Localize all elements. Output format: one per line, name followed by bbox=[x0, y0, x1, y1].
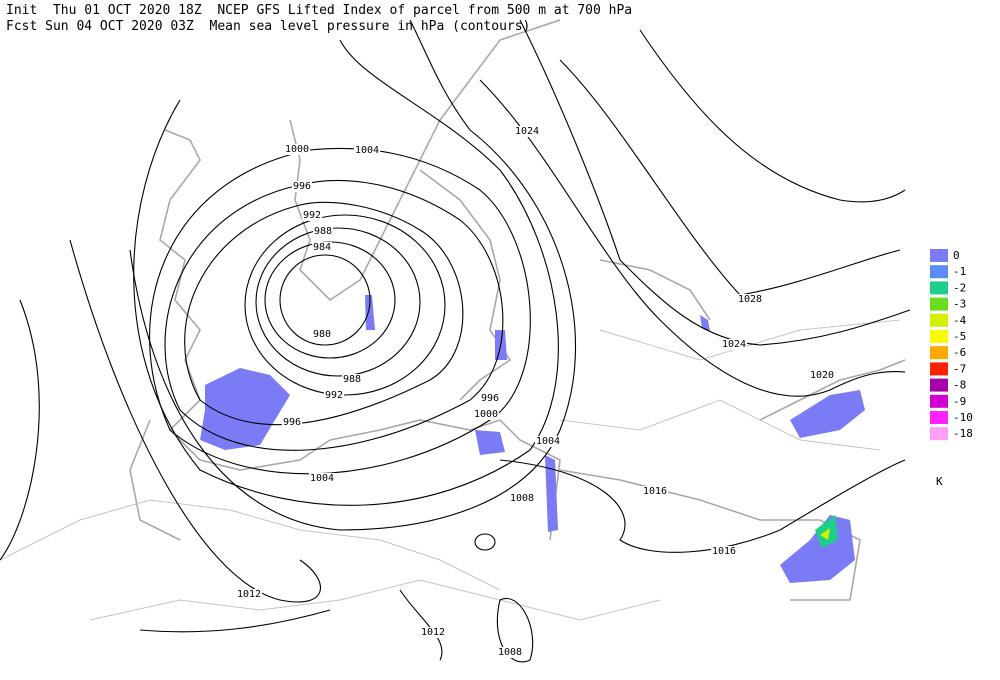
contour-label-bg bbox=[291, 181, 313, 192]
legend: 0 -1 -2 -3 -4 -5 -6 -7 -8 -9 -10 -18 K bbox=[930, 249, 973, 488]
contour-label: 1008 bbox=[498, 647, 522, 658]
contour-label-bg bbox=[720, 339, 748, 350]
contour-label-bg bbox=[353, 145, 381, 156]
legend-swatch bbox=[930, 313, 948, 327]
contour-label-bg bbox=[235, 589, 263, 600]
contour-label: 1004 bbox=[355, 145, 379, 156]
contour-label-bg bbox=[736, 294, 764, 305]
legend-swatch bbox=[930, 297, 948, 311]
contour-label: 1004 bbox=[310, 473, 334, 484]
contour-label-bg bbox=[419, 627, 447, 638]
legend-swatch bbox=[930, 362, 948, 376]
contour-label: 1000 bbox=[474, 409, 498, 420]
contour-label-bg bbox=[496, 647, 524, 658]
legend-swatch bbox=[930, 427, 948, 441]
legend-label: -8 bbox=[953, 379, 966, 392]
header-line: Fcst Sun 04 OCT 2020 03Z Mean sea level … bbox=[6, 19, 530, 34]
contour-label: 996 bbox=[481, 393, 499, 404]
legend-swatch bbox=[930, 378, 948, 392]
legend-label: -4 bbox=[953, 314, 967, 327]
contour-label: 988 bbox=[314, 226, 332, 237]
legend-label: -6 bbox=[953, 346, 966, 359]
contour-label-bg bbox=[281, 417, 303, 428]
contour-label: 1000 bbox=[285, 144, 309, 155]
contour-label: 1024 bbox=[515, 126, 539, 137]
contour-label-bg bbox=[283, 144, 311, 155]
legend-swatch bbox=[930, 249, 948, 262]
legend-unit: K bbox=[936, 475, 943, 488]
contour-label: 988 bbox=[343, 374, 361, 385]
contour-label: 980 bbox=[313, 329, 331, 340]
legend-label: -3 bbox=[953, 298, 966, 311]
legend-label: -7 bbox=[953, 362, 966, 375]
lifted-index-areas bbox=[200, 295, 865, 583]
contour-label: 992 bbox=[325, 390, 343, 401]
contour-label: 1028 bbox=[738, 294, 762, 305]
contour-label: 1024 bbox=[722, 339, 746, 350]
legend-swatch bbox=[930, 265, 948, 279]
contour-label: 996 bbox=[283, 417, 301, 428]
contour-label-bg bbox=[323, 390, 345, 401]
contour-label-bg bbox=[808, 370, 836, 381]
contour-label-bg bbox=[534, 436, 562, 447]
contour-label-bg bbox=[341, 374, 363, 385]
contour-label: 1008 bbox=[510, 493, 534, 504]
contour-label-bg bbox=[472, 409, 500, 420]
contour-label: 1020 bbox=[810, 370, 834, 381]
contour-label-bg bbox=[308, 473, 336, 484]
legend-swatch bbox=[930, 346, 948, 360]
legend-label: -18 bbox=[953, 427, 973, 440]
legend-label: -9 bbox=[953, 395, 966, 408]
contour-label-bg bbox=[641, 486, 669, 497]
legend-label: -1 bbox=[953, 265, 966, 278]
contour-label: 992 bbox=[303, 210, 321, 221]
contour-label-bg bbox=[311, 329, 333, 340]
contour-label: 984 bbox=[313, 242, 331, 253]
legend-label: -5 bbox=[953, 330, 966, 343]
contour-label-bg bbox=[311, 242, 333, 253]
legend-label: -10 bbox=[953, 411, 973, 424]
contour-label-bg bbox=[312, 226, 334, 237]
contour-label: 1012 bbox=[421, 627, 445, 638]
header: Init Thu 01 OCT 2020 18Z NCEP GFS Lifted… bbox=[6, 3, 632, 34]
contour-label-bg bbox=[710, 546, 738, 557]
legend-swatch bbox=[930, 411, 948, 424]
contour-label: 1004 bbox=[536, 436, 560, 447]
legend-swatch bbox=[930, 330, 948, 343]
contour-label: 1012 bbox=[237, 589, 261, 600]
contour-label: 996 bbox=[293, 181, 311, 192]
contour-labels: 1000 100410249969929889849809889929961004… bbox=[235, 126, 836, 658]
contour-label: 1016 bbox=[712, 546, 736, 557]
contour-label: 1016 bbox=[643, 486, 667, 497]
legend-swatch bbox=[930, 394, 948, 408]
legend-swatch bbox=[930, 281, 948, 295]
contour-label-bg bbox=[301, 210, 323, 221]
contour-label-bg bbox=[479, 393, 501, 404]
legend-label: -2 bbox=[953, 281, 966, 294]
header-line: Init Thu 01 OCT 2020 18Z NCEP GFS Lifted… bbox=[6, 3, 632, 18]
isobars bbox=[0, 19, 911, 663]
legend-label: 0 bbox=[953, 249, 960, 262]
contour-label-bg bbox=[513, 126, 541, 137]
coastlines bbox=[0, 19, 906, 621]
contour-label-bg bbox=[508, 493, 536, 504]
